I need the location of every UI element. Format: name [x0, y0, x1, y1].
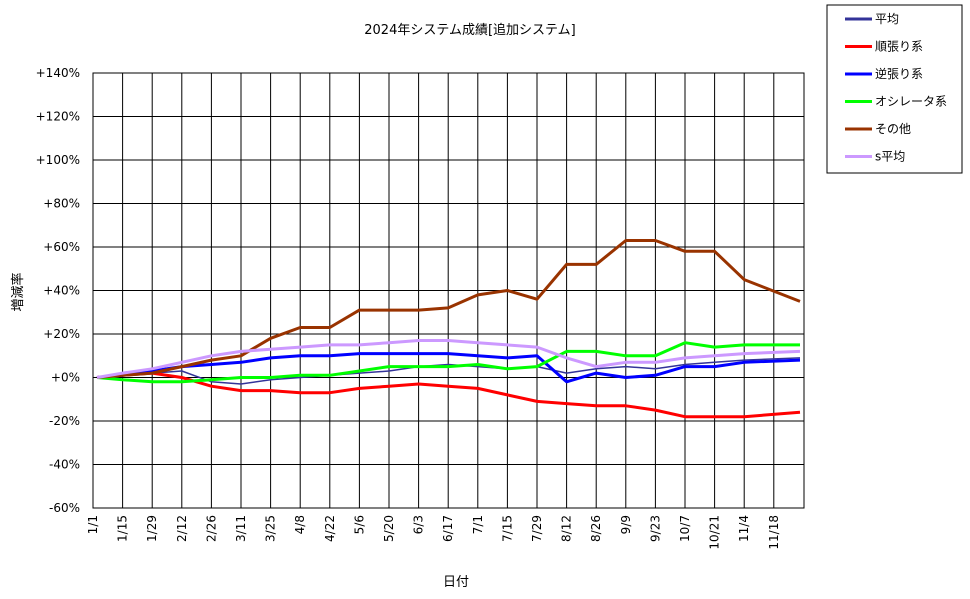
x-tick-label: 3/25	[264, 515, 278, 542]
y-tick-label: -60%	[49, 501, 80, 515]
x-tick-label: 5/20	[382, 515, 396, 542]
x-tick-label: 9/9	[619, 515, 633, 534]
x-tick-label: 5/6	[352, 515, 366, 534]
y-tick-label: -20%	[49, 414, 80, 428]
x-tick-label: 1/29	[145, 515, 159, 542]
y-tick-label: +140%	[36, 66, 80, 80]
legend-entry: 平均	[875, 12, 899, 26]
y-tick-label: +20%	[43, 327, 80, 341]
x-tick-label: 7/29	[530, 515, 544, 542]
legend-entry: s平均	[875, 150, 905, 164]
x-tick-label: 8/12	[560, 515, 574, 542]
x-tick-label: 4/8	[293, 515, 307, 534]
x-tick-label: 7/15	[500, 515, 514, 542]
x-tick-label: 11/4	[737, 515, 751, 542]
legend-entry: その他	[875, 122, 911, 136]
x-tick-label: 9/23	[648, 515, 662, 542]
series-lines	[96, 239, 801, 419]
x-tick-label: 2/26	[204, 515, 218, 542]
y-tick-label: +60%	[43, 240, 80, 254]
x-tick-label: 4/22	[323, 515, 337, 542]
x-tick-label: 1/15	[116, 515, 130, 542]
chart-title: 2024年システム成績[追加システム]	[364, 22, 575, 38]
x-tick-label: 7/1	[471, 515, 485, 534]
plot-border	[92, 72, 805, 509]
series-line	[96, 339, 801, 379]
x-tick-label: 3/11	[234, 515, 248, 542]
y-tick-label: -40%	[49, 458, 80, 472]
legend-entry: 順張り系	[875, 40, 923, 54]
series-line	[96, 239, 801, 379]
x-tick-label: 10/21	[708, 515, 722, 550]
series-line	[96, 341, 800, 384]
grid	[92, 72, 804, 509]
y-tick-label: +0%	[51, 371, 80, 385]
x-tick-label: 10/7	[678, 515, 692, 542]
y-axis-label: 増減率	[10, 272, 26, 311]
legend-box	[826, 4, 963, 174]
x-tick-label: 8/26	[589, 515, 603, 542]
x-tick-label: 6/17	[441, 515, 455, 542]
x-tick-label: 11/18	[767, 515, 781, 550]
series-line	[96, 371, 801, 419]
x-tick-label: 2/12	[175, 515, 189, 542]
x-tick-labels: 1/1 1/15 1/29 2/12 2/26 3/11 3/25 4/8 4/22 5/6 5/2…	[86, 515, 781, 550]
x-tick-label: 6/3	[412, 515, 426, 534]
legend-entry: 逆張り系	[875, 66, 923, 81]
y-tick-label: +80%	[43, 197, 80, 211]
y-tick-label: +100%	[36, 153, 80, 167]
series-line	[96, 352, 801, 384]
y-tick-label: +120%	[36, 110, 80, 124]
x-tick-label: 1/1	[86, 515, 100, 534]
x-axis-label: 日付	[443, 575, 469, 590]
y-tick-labels: +140% +120% +100% +80% +60% +40% +20% +0% -20% -4…	[36, 66, 80, 515]
y-tick-label: +40%	[43, 284, 80, 298]
legend-entry: オシレータ系	[875, 95, 947, 109]
